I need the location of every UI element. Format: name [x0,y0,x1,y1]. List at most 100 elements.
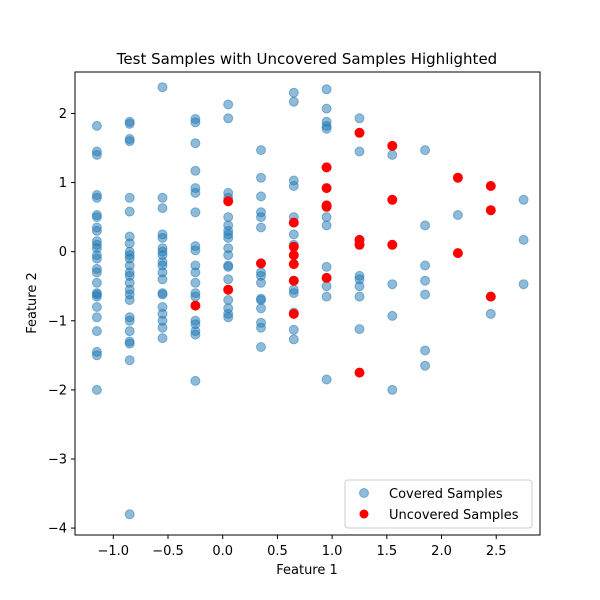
covered-point [518,279,529,290]
covered-point [256,191,266,202]
uncovered-point [288,250,299,261]
legend-label-uncovered: Uncovered Samples [389,508,519,523]
covered-point [256,145,266,156]
legend-marker-covered [359,488,369,498]
covered-point [157,82,168,93]
x-tick-label: 2.0 [431,544,452,559]
covered-point [157,274,168,285]
covered-point [157,333,168,344]
covered-point [124,136,135,147]
covered-point [288,229,299,240]
covered-point [91,277,102,288]
uncovered-point [223,284,234,295]
covered-point [124,326,135,337]
covered-point [223,312,234,323]
uncovered-point [288,217,299,228]
covered-point [387,149,398,160]
covered-point [223,232,234,243]
uncovered-point [321,201,332,212]
covered-point [91,192,102,203]
uncovered-point [190,300,201,311]
covered-point [223,250,234,261]
covered-point [190,117,201,128]
covered-point [321,281,332,292]
legend-marker-uncovered [359,509,369,519]
covered-point [91,326,102,337]
uncovered-point [288,275,299,286]
covered-point [223,212,234,223]
y-axis-label: Feature 2 [25,272,40,334]
y-tick-label: 2 [59,107,67,122]
covered-point [124,295,135,305]
plot-frame [74,71,541,536]
y-tick-label: 1 [59,176,67,191]
covered-point [190,165,201,176]
covered-point [420,360,431,371]
covered-point [321,84,332,95]
covered-point [190,375,201,386]
covered-point [321,220,332,231]
x-axis-label: Feature 1 [276,563,338,578]
covered-point [124,118,135,129]
covered-point [288,334,299,345]
x-axis: −1.0 −0.5 0.0 0.5 1.0 1.5 2.0 2.5 [98,535,507,559]
covered-point [91,225,102,236]
uncovered-point [256,258,266,269]
covered-point [223,99,234,110]
uncovered-point [321,272,332,283]
covered-point [288,181,299,191]
covered-point [91,120,102,131]
covered-point [157,192,168,203]
covered-point [256,322,266,333]
y-axis: −4 −3 −2 −1 0 1 2 [48,107,75,537]
covered-point [91,253,102,264]
chart-title: Test Samples with Uncovered Samples High… [116,50,497,68]
covered-point [157,232,168,243]
y-tick-label: −3 [48,452,67,467]
covered-point [190,207,201,218]
series-layer [91,82,529,520]
covered-point [223,295,234,305]
covered-point [321,261,332,272]
plot-area [74,71,541,536]
covered-point [321,103,332,114]
uncovered-point [223,196,234,207]
uncovered-point [288,241,299,252]
x-tick-label: 2.5 [486,544,507,559]
covered-point [190,187,201,198]
covered-point [91,384,102,395]
covered-point [256,295,266,305]
series-covered [91,82,529,520]
covered-point [420,275,431,286]
legend-box [344,479,533,529]
y-tick-label: 0 [59,245,67,260]
covered-point [518,234,529,245]
covered-point [420,220,431,231]
uncovered-point [387,239,398,250]
y-tick-label: −4 [48,522,67,537]
series-uncovered [190,127,496,378]
covered-point [190,267,201,278]
uncovered-point [387,194,398,205]
covered-point [91,350,102,361]
legend-label-covered: Covered Samples [389,487,503,502]
covered-point [321,212,332,223]
uncovered-point [485,181,496,191]
covered-point [91,302,102,312]
covered-point [288,96,299,107]
uncovered-point [288,308,299,319]
x-tick-label: 1.0 [322,544,343,559]
covered-point [354,281,365,292]
x-tick-label: 1.5 [376,544,397,559]
covered-point [157,203,168,214]
covered-point [288,87,299,98]
covered-point [518,194,529,205]
covered-point [223,261,234,272]
covered-point [452,210,463,220]
covered-point [91,291,102,302]
uncovered-point [321,183,332,194]
y-tick-label: −2 [48,383,67,398]
uncovered-point [288,259,299,270]
covered-point [420,145,431,156]
